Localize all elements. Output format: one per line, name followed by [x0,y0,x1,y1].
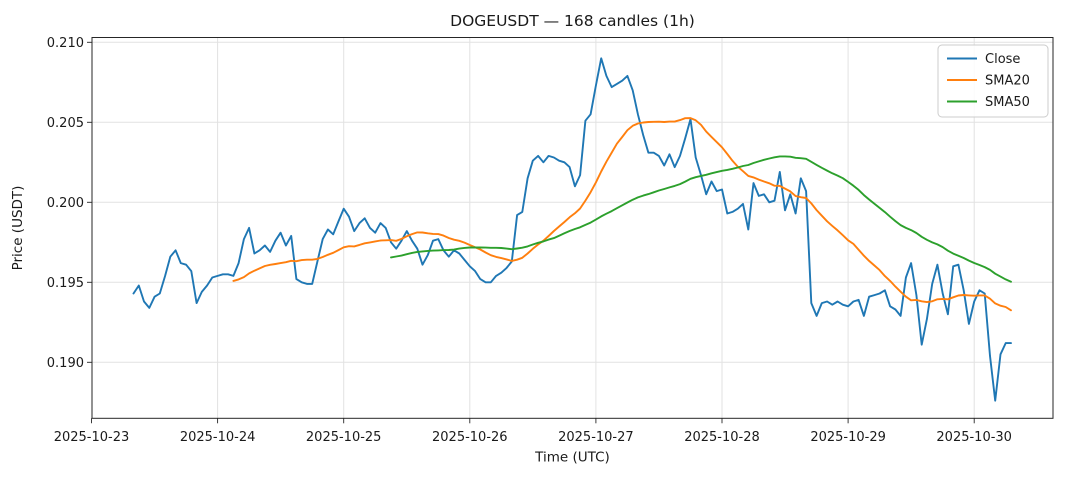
x-tick-label: 2025-10-24 [180,430,256,445]
x-tick-label: 2025-10-26 [432,430,508,445]
y-tick-label: 0.190 [47,356,84,371]
x-tick-label: 2025-10-27 [558,430,634,445]
y-tick-label: 0.210 [47,36,84,51]
chart-title: DOGEUSDT — 168 candles (1h) [450,12,695,30]
legend-label-close: Close [985,52,1020,67]
x-tick-label: 2025-10-23 [54,430,130,445]
legend-label-sma20: SMA20 [985,74,1030,89]
y-axis-label: Price (USDT) [10,186,26,271]
legend: Close SMA20 SMA50 [937,44,1049,118]
sma20-line [232,117,1012,312]
x-tick-label: 2025-10-30 [936,430,1012,445]
legend-label-sma50: SMA50 [985,95,1030,110]
close-line [132,57,1012,402]
y-tick-label: 0.205 [47,116,84,131]
x-tick-label: 2025-10-29 [810,430,886,445]
x-tick-label: 2025-10-28 [684,430,760,445]
y-tick-label: 0.200 [47,196,84,211]
x-axis-label: Time (UTC) [534,450,610,466]
tick-marks [87,41,975,424]
x-tick-label: 2025-10-25 [306,430,382,445]
gridlines [92,37,1053,419]
legend-box [937,44,1049,118]
plot-border [91,37,1054,419]
tick-labels: 2025-10-23 2025-10-24 2025-10-25 2025-10-26… [47,36,1012,445]
sma50-line [390,155,1012,283]
series-lines [132,57,1012,402]
y-tick-label: 0.195 [47,276,84,291]
